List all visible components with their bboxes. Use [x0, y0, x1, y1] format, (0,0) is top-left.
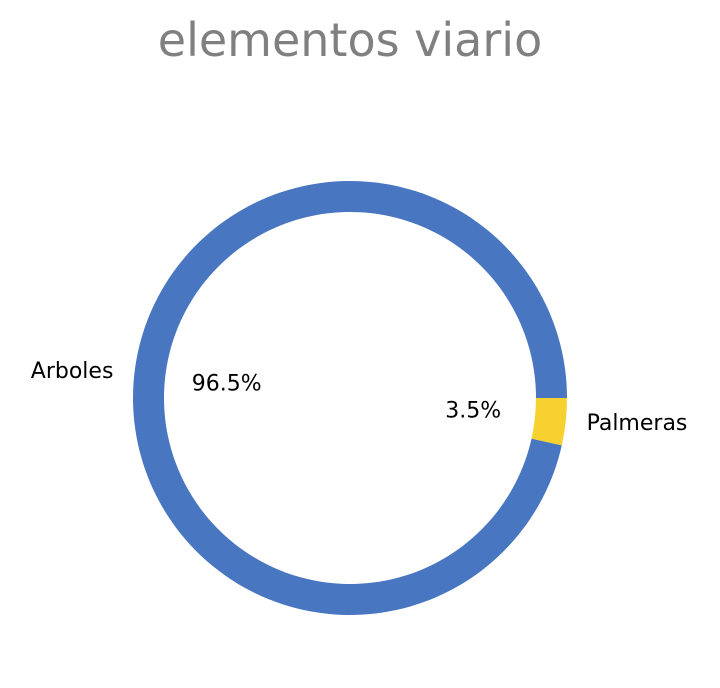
- slice-palmeras: [531, 398, 567, 446]
- percent-label-palmeras: 3.5%: [445, 399, 501, 424]
- category-label-palmeras: Palmeras: [587, 411, 688, 436]
- slice-arboles: [132, 181, 567, 616]
- donut-labels: Arboles 96.5% Palmeras 3.5%: [31, 359, 688, 436]
- category-label-arboles: Arboles: [31, 359, 114, 384]
- percent-label-arboles: 96.5%: [192, 371, 262, 396]
- donut-slices: [132, 181, 567, 616]
- chart-title: elementos viario: [158, 13, 542, 67]
